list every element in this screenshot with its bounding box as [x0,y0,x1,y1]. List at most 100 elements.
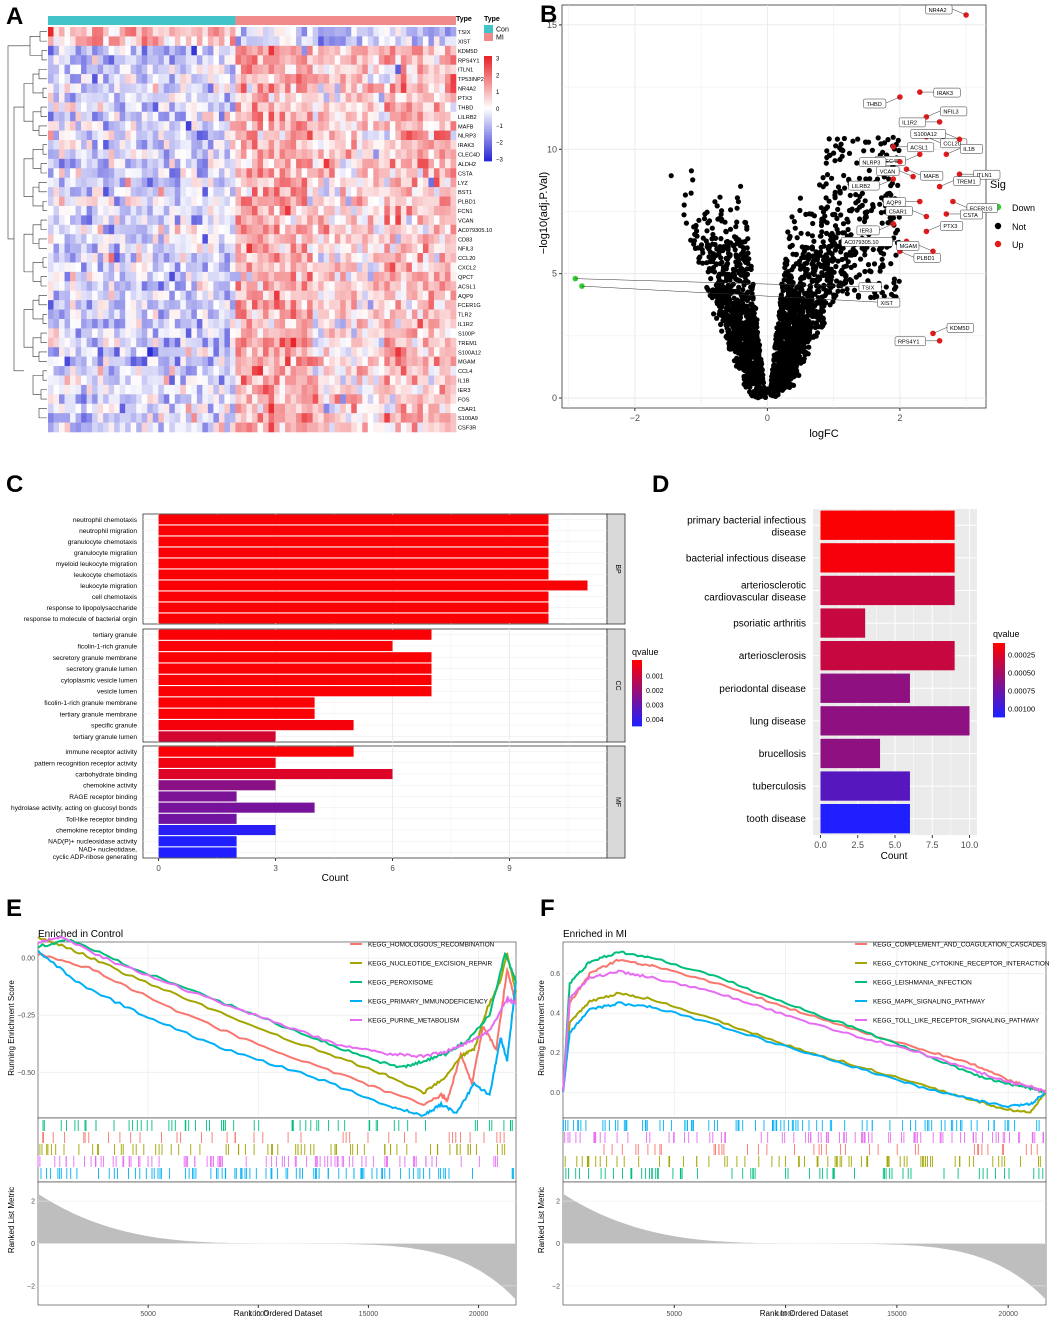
heatmap-cell [246,205,253,216]
heatmap-cell [246,403,253,414]
heatmap-cell [340,111,347,122]
heatmap-cell [301,366,308,376]
heatmap-cell [257,262,264,273]
heatmap-cell [64,403,71,414]
heatmap-cell [384,27,391,37]
heatmap-cell [268,205,275,216]
heatmap-cell [48,403,54,414]
heatmap-cell [351,215,358,226]
heatmap-cell [53,102,60,113]
heatmap-cell [229,45,236,56]
heatmap-cell [301,375,308,386]
heatmap-cell [340,64,347,75]
heatmap-cell [196,140,203,150]
heatmap-cell [356,243,363,254]
heatmap-cell [158,281,165,292]
heatmap-cell [433,413,440,423]
heatmap-cell [422,271,429,282]
heatmap-cell [141,253,148,263]
heatmap-cell [378,74,385,84]
heatmap-cell [207,234,214,244]
heatmap-cell [323,158,330,169]
heatmap-cell [285,290,291,301]
heatmap-cell [367,102,374,113]
heatmap-cell [285,64,291,75]
heatmap-cell [169,64,176,75]
heatmap-cell [53,318,60,329]
heatmap-cell [97,168,104,178]
heatmap-cell [428,36,435,47]
heatmap-cell [163,149,170,160]
heatmap-cell [213,234,220,244]
heatmap-cell [130,375,137,386]
heatmap-cell [202,403,209,414]
heatmap-cell [389,337,396,348]
heatmap-cell [218,140,225,150]
heatmap-cell [163,64,170,75]
volcano-point [711,269,718,275]
heatmap-cell [119,281,126,292]
heatmap-cell [433,253,440,263]
heatmap-cell [279,74,286,84]
heatmap-cell [422,243,429,254]
heatmap-cell [428,45,435,56]
heatmap-cell [141,422,148,433]
heatmap-cell [174,413,181,423]
heatmap-cell [329,205,335,216]
heatmap-cell [290,422,297,433]
heatmap-cell [411,413,418,423]
heatmap-cell [130,234,137,244]
heatmap-cell [191,394,198,405]
heatmap-cell [141,281,148,292]
heatmap-cell [147,168,154,178]
heatmap-cell [174,168,181,178]
heatmap-cell [433,187,440,197]
heatmap-cell [174,262,181,273]
heatmap-cell [329,422,335,433]
heatmap-cell [268,384,275,395]
heatmap-cell [378,55,385,65]
heatmap-cell [48,224,54,235]
heatmap-cell [450,140,457,150]
heatmap-cell [263,300,269,310]
heatmap-scale-step [484,111,492,115]
heatmap-cell [274,158,280,169]
heatmap-cell [274,271,280,282]
heatmap-cell [433,36,440,47]
heatmap-cell [147,318,154,329]
heatmap-cell [147,328,154,339]
heatmap-cell [196,328,203,339]
heatmap-cell [279,318,286,329]
heatmap-cell [400,130,407,141]
heatmap-cell [301,271,308,282]
heatmap-row-label: THBD [458,105,473,111]
heatmap-cell [257,45,264,56]
heatmap-cell [136,300,143,310]
heatmap-cell [185,36,192,47]
heatmap-cell [207,130,214,141]
heatmap-cell [152,300,159,310]
heatmap-cell [301,140,308,150]
heatmap-cell [444,102,451,113]
heatmap-cell [81,253,87,263]
heatmap-cell [92,253,98,263]
heatmap-cell [191,74,198,84]
heatmap-cell [290,168,297,178]
heatmap-cell [103,45,109,56]
volcano-point [740,287,746,293]
heatmap-cell [406,140,413,150]
heatmap-cell [130,271,137,282]
heatmap-cell [48,253,54,263]
heatmap-cell [279,205,286,216]
heatmap-cell [301,74,308,84]
heatmap-cell [433,83,440,94]
heatmap-cell [263,290,269,301]
heatmap-cell [53,196,60,207]
heatmap-cell [290,45,297,56]
heatmap-cell [125,74,131,84]
heatmap-cell [400,318,407,329]
heatmap-cell [257,74,264,84]
heatmap-cell [147,337,154,348]
heatmap-cell [108,290,115,301]
heatmap-cell [191,300,198,310]
